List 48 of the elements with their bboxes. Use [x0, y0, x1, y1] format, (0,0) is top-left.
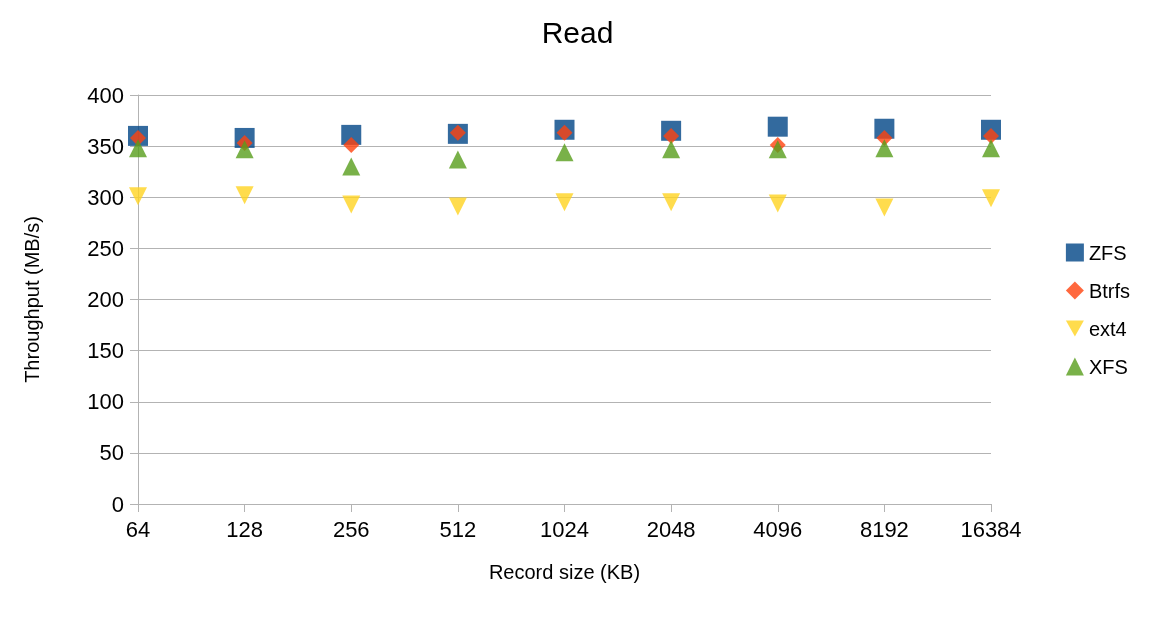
point — [129, 187, 147, 206]
point — [982, 189, 1000, 208]
y-tick-label: 200 — [87, 287, 124, 312]
x-tick-label: 512 — [439, 516, 477, 542]
point — [342, 195, 361, 214]
point — [448, 197, 467, 216]
x-tick-label: 256 — [332, 516, 370, 542]
chart-title: Read — [541, 15, 614, 49]
y-axis-title: Throughput (MB/s) — [21, 216, 43, 383]
y-tick-label: 250 — [87, 235, 124, 261]
legend-label: ZFS — [1088, 241, 1127, 264]
point — [555, 193, 574, 212]
x-tick-label: 8192 — [859, 516, 909, 542]
point — [768, 140, 787, 159]
x-tick-label: 4096 — [753, 516, 803, 542]
y-tick-label: 0 — [111, 491, 124, 517]
point — [663, 127, 680, 144]
point — [875, 139, 894, 158]
point — [767, 116, 788, 137]
y-tick-label: 400 — [87, 82, 124, 108]
y-tick-label: 50 — [99, 440, 124, 466]
point — [129, 139, 147, 158]
point — [982, 139, 1000, 158]
point — [768, 194, 787, 213]
x-tick-label: 64 — [125, 516, 151, 542]
point — [983, 127, 999, 144]
y-tick-label: 150 — [87, 338, 124, 364]
x-tick-label: 16384 — [960, 516, 1022, 542]
x-tick-label: 2048 — [646, 516, 696, 542]
y-tick-label: 300 — [87, 184, 124, 210]
point — [556, 124, 573, 141]
x-tick-label: 1024 — [540, 516, 589, 542]
point — [662, 193, 681, 212]
point — [875, 198, 894, 217]
point — [343, 137, 360, 154]
y-tick-label: 350 — [87, 133, 124, 159]
x-tick-label: 128 — [226, 516, 263, 542]
point — [342, 157, 361, 176]
point — [662, 140, 681, 159]
y-tick-label: 100 — [87, 389, 124, 415]
legend-label: Btrfs — [1088, 279, 1131, 302]
point — [555, 143, 574, 162]
legend-label: ext4 — [1088, 317, 1127, 340]
x-axis-title: Record size (KB) — [488, 561, 641, 583]
legend-label: XFS — [1088, 355, 1128, 378]
point — [235, 140, 254, 159]
point — [448, 150, 467, 169]
point — [235, 186, 254, 205]
